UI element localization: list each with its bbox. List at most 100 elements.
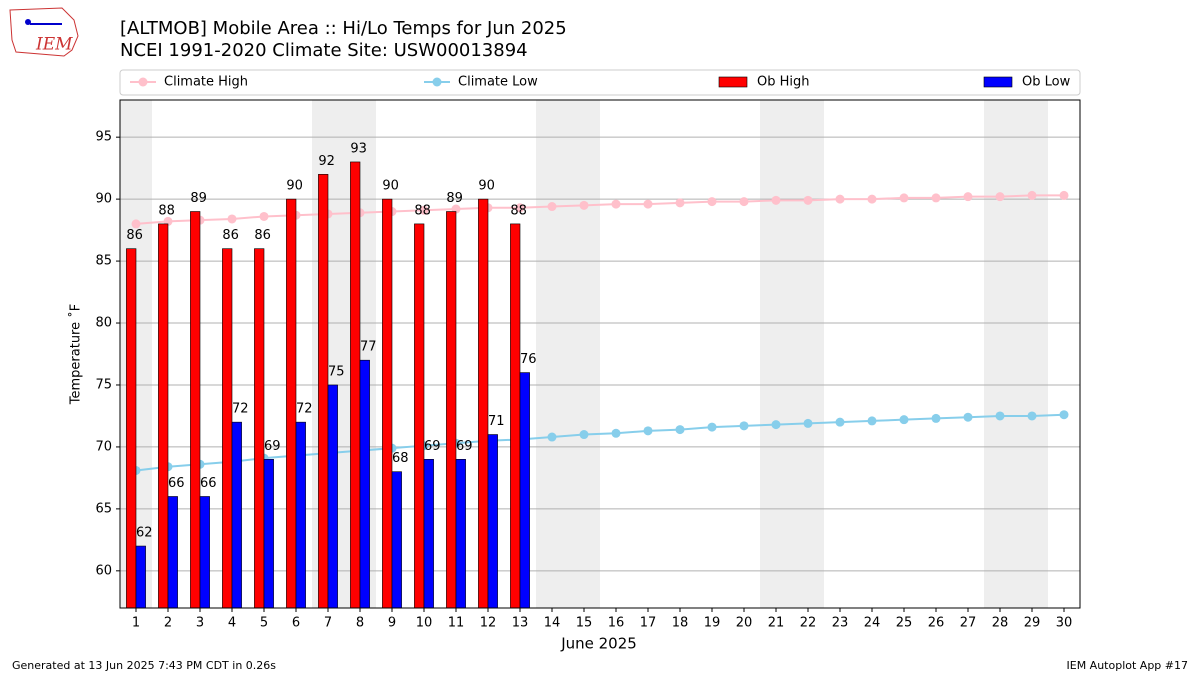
bar-value-label: 75 [328, 364, 345, 379]
chart-subtitle: NCEI 1991-2020 Climate Site: USW00013894 [120, 40, 528, 61]
weekend-shade [536, 100, 568, 608]
line-point [1059, 410, 1069, 420]
x-tick-label: 25 [896, 616, 913, 631]
y-tick-label: 85 [95, 254, 112, 269]
x-tick-label: 2 [164, 616, 172, 631]
bar [199, 496, 210, 609]
x-tick-label: 1 [132, 616, 140, 631]
bar-value-label: 66 [168, 476, 185, 491]
weekend-shade [760, 100, 792, 608]
bar [478, 198, 489, 609]
bar-value-label: 77 [360, 340, 377, 355]
bar-value-label: 72 [296, 402, 313, 417]
line-point [643, 426, 653, 436]
x-tick-label: 14 [544, 616, 561, 631]
line-point [867, 416, 877, 426]
footer-right: IEM Autoplot App #17 [1067, 659, 1189, 672]
x-tick-label: 8 [356, 616, 364, 631]
line-point [803, 418, 813, 428]
x-tick-label: 5 [260, 616, 268, 631]
line-point [259, 211, 269, 221]
x-tick-label: 9 [388, 616, 396, 631]
bar [158, 223, 169, 609]
line-point [707, 197, 717, 207]
line-point [131, 219, 141, 229]
line-point [547, 202, 557, 212]
x-tick-label: 11 [448, 616, 465, 631]
line-point [899, 415, 909, 425]
line-point [931, 413, 941, 423]
y-tick-label: 65 [95, 501, 112, 516]
svg-text:IEM: IEM [35, 35, 73, 55]
line-point [867, 194, 877, 204]
x-tick-label: 22 [800, 616, 817, 631]
x-tick-label: 30 [1056, 616, 1073, 631]
y-tick-label: 95 [95, 130, 112, 145]
iem-logo: IEM [9, 7, 79, 57]
bar [295, 421, 306, 609]
y-tick-label: 75 [95, 377, 112, 392]
legend-swatch [718, 76, 748, 88]
bar [519, 372, 530, 609]
x-tick-label: 16 [608, 616, 625, 631]
line-point [515, 203, 525, 213]
x-tick-label: 18 [672, 616, 689, 631]
bar-value-label: 72 [232, 402, 249, 417]
x-tick-label: 21 [768, 616, 785, 631]
x-tick-label: 23 [832, 616, 849, 631]
footer-left: Generated at 13 Jun 2025 7:43 PM CDT in … [12, 659, 276, 672]
line-point [547, 432, 557, 442]
line-point [771, 420, 781, 430]
line-point [227, 214, 237, 224]
bar-value-label: 86 [126, 228, 143, 243]
bar [263, 459, 274, 609]
chart-title: [ALTMOB] Mobile Area :: Hi/Lo Temps for … [120, 18, 567, 39]
x-tick-label: 13 [512, 616, 529, 631]
legend-label: Climate Low [458, 75, 538, 90]
legend-label: Ob Low [1022, 75, 1071, 90]
legend-box [119, 69, 1081, 96]
bar-value-label: 86 [254, 228, 271, 243]
line-point [611, 428, 621, 438]
line-point [995, 192, 1005, 202]
bar-value-label: 71 [488, 414, 505, 429]
line-point [643, 199, 653, 209]
bar-value-label: 69 [424, 439, 441, 454]
bar-value-label: 68 [392, 451, 409, 466]
bar-value-label: 88 [414, 203, 431, 218]
line-point [899, 193, 909, 203]
y-tick-label: 60 [95, 563, 112, 578]
weekend-shade [568, 100, 600, 608]
legend-marker [432, 77, 442, 87]
bar-value-label: 86 [222, 228, 239, 243]
line-point [931, 193, 941, 203]
x-tick-label: 3 [196, 616, 204, 631]
line-point [419, 205, 429, 215]
y-tick-label: 70 [95, 439, 112, 454]
bar [350, 161, 361, 609]
bar-value-label: 62 [136, 526, 153, 541]
line-point [1027, 190, 1037, 200]
bar-value-label: 69 [456, 439, 473, 454]
line-point [963, 192, 973, 202]
y-tick-label: 80 [95, 316, 112, 331]
x-tick-label: 27 [960, 616, 977, 631]
bar-value-label: 90 [286, 179, 303, 194]
x-axis-label: June 2025 [560, 635, 637, 653]
bar [446, 211, 457, 609]
legend-label: Climate High [164, 75, 248, 90]
bar [423, 459, 434, 609]
bar-value-label: 66 [200, 476, 217, 491]
bar [414, 223, 425, 609]
bar [135, 545, 146, 609]
bar [126, 248, 137, 609]
bar [231, 421, 242, 609]
legend-marker [138, 77, 148, 87]
line-point [675, 198, 685, 208]
bar-value-label: 88 [510, 203, 527, 218]
weekend-shade [792, 100, 824, 608]
bar [359, 359, 370, 609]
x-tick-label: 20 [736, 616, 753, 631]
line-point [739, 197, 749, 207]
